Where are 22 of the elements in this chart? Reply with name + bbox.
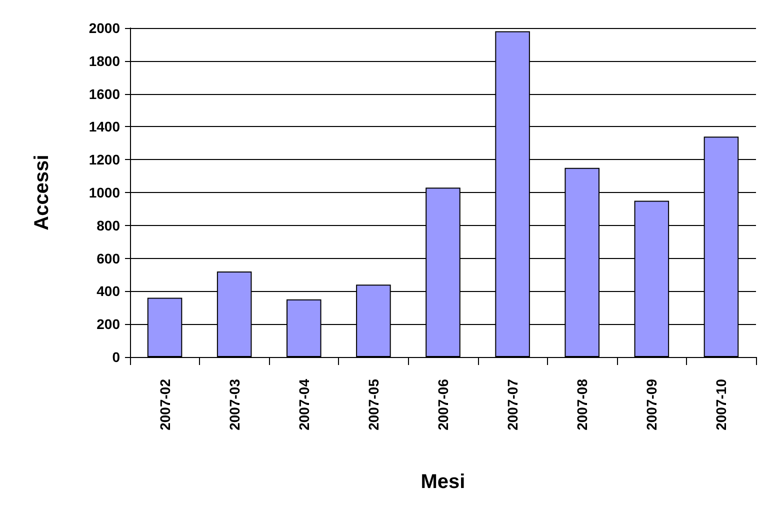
y-tick-label: 1600: [88, 86, 120, 102]
y-tick-label: 1000: [88, 184, 120, 200]
y-axis-title: Accessi: [31, 154, 53, 230]
x-axis-title: Mesi: [420, 471, 466, 493]
x-tick-label: 2007-05: [365, 378, 382, 430]
x-tick-label: 2007-09: [644, 378, 660, 430]
x-tick-label: 2007-07: [504, 378, 521, 430]
y-tick-label: 800: [96, 217, 120, 234]
y-tick-label: 1400: [88, 118, 120, 135]
y-tick-label: 2000: [88, 20, 120, 36]
y-tick-label: 400: [96, 283, 120, 300]
y-tick-label: 200: [96, 316, 120, 332]
x-tick-label: 2007-04: [296, 378, 312, 430]
y-tick-label: 0: [112, 349, 120, 365]
x-tick-label: 2007-06: [435, 378, 451, 430]
x-tick-label: 2007-10: [713, 378, 730, 430]
y-tick-label: 1200: [88, 152, 120, 168]
x-tick-label: 2007-02: [156, 378, 173, 430]
y-tick-label: 600: [96, 250, 120, 266]
x-tick-label: 2007-03: [226, 378, 242, 430]
y-tick-label: 1800: [88, 52, 120, 69]
x-tick-label: 2007-08: [574, 378, 590, 430]
